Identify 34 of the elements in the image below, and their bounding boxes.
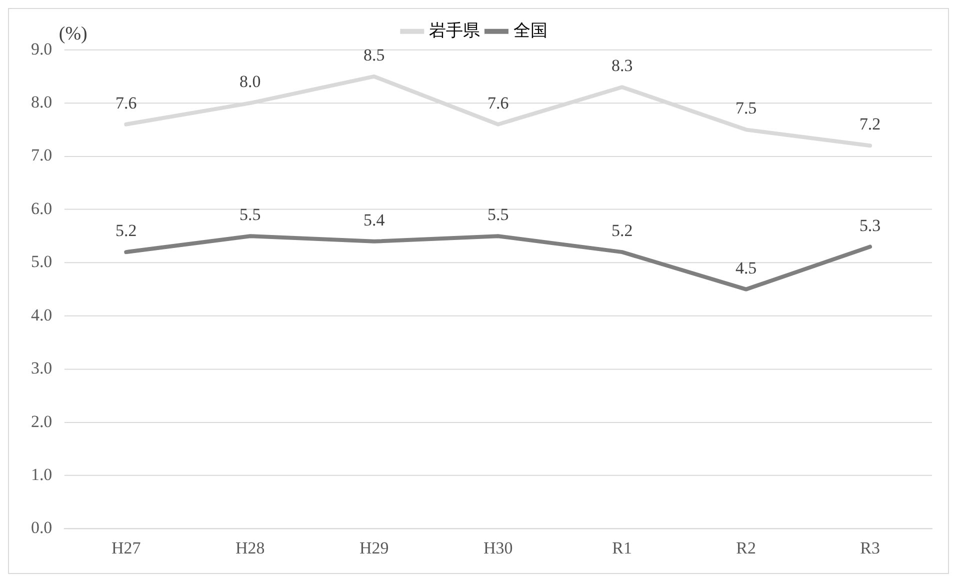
y-tick-label: 1.0 bbox=[30, 465, 52, 484]
y-tick-label: 5.0 bbox=[30, 252, 52, 272]
x-tick-label: R1 bbox=[612, 538, 632, 558]
x-tick-label: H30 bbox=[483, 538, 513, 558]
data-label: 5.5 bbox=[487, 205, 509, 224]
data-label: 7.5 bbox=[735, 98, 757, 118]
legend-label: 全国 bbox=[513, 20, 548, 40]
y-tick-label: 2.0 bbox=[30, 412, 52, 431]
legend-label: 岩手県 bbox=[429, 20, 480, 40]
data-label: 5.4 bbox=[364, 210, 386, 230]
x-tick-label: R2 bbox=[736, 538, 756, 558]
data-label: 8.5 bbox=[364, 45, 385, 64]
x-tick-label: H28 bbox=[236, 538, 265, 558]
x-tick-label: H27 bbox=[112, 538, 141, 558]
data-label: 8.0 bbox=[240, 72, 261, 92]
y-tick-label: 0.0 bbox=[30, 518, 52, 538]
data-label: 5.5 bbox=[240, 205, 261, 224]
x-tick-label: R3 bbox=[860, 538, 880, 558]
data-label: 8.3 bbox=[611, 56, 633, 76]
data-label: 5.3 bbox=[859, 216, 881, 235]
y-tick-label: 3.0 bbox=[30, 358, 52, 378]
y-tick-label: 7.0 bbox=[30, 146, 52, 165]
y-tick-label: 4.0 bbox=[30, 305, 52, 324]
data-label: 5.2 bbox=[116, 221, 137, 240]
y-tick-label: 9.0 bbox=[30, 39, 52, 58]
y-axis-title: (%) bbox=[58, 23, 88, 44]
data-label: 4.5 bbox=[735, 258, 757, 278]
data-label: 5.2 bbox=[611, 221, 633, 240]
data-label: 7.2 bbox=[859, 114, 881, 134]
data-label: 7.6 bbox=[487, 93, 509, 112]
data-label: 7.6 bbox=[116, 93, 137, 112]
y-tick-label: 8.0 bbox=[30, 92, 52, 112]
x-tick-label: H29 bbox=[360, 538, 389, 558]
y-tick-label: 6.0 bbox=[30, 198, 52, 218]
